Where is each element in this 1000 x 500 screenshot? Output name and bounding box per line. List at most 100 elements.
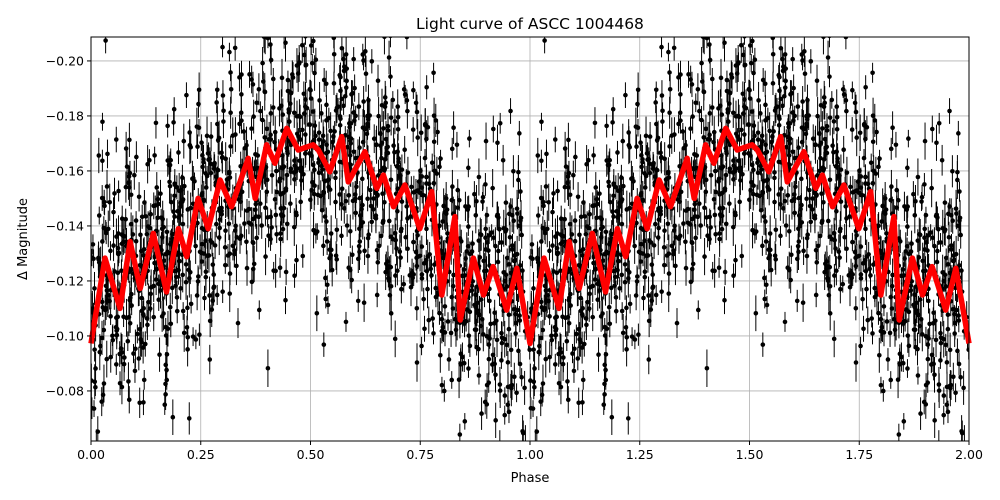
data-point: [613, 295, 619, 300]
data-point: [703, 189, 709, 195]
data-point: [644, 151, 650, 156]
data-point: [792, 210, 798, 216]
data-point: [497, 121, 503, 126]
data-point: [733, 131, 739, 137]
data-point: [121, 314, 126, 320]
data-point: [572, 346, 577, 352]
data-point: [143, 341, 148, 347]
data-point: [717, 231, 722, 236]
data-point: [484, 402, 490, 407]
data-point: [653, 100, 658, 105]
data-point: [224, 177, 230, 182]
data-point: [782, 52, 788, 57]
data-point: [635, 274, 640, 279]
data-point: [475, 310, 481, 316]
data-point: [568, 303, 573, 308]
data-point: [220, 289, 225, 294]
data-point: [724, 151, 729, 156]
data-point: [626, 276, 631, 281]
data-point: [280, 112, 286, 117]
data-point: [788, 92, 793, 97]
data-point: [100, 239, 105, 244]
data-point: [556, 351, 561, 357]
data-point: [818, 155, 823, 161]
data-point: [649, 262, 655, 267]
data-point: [314, 310, 320, 316]
data-point: [612, 283, 617, 288]
data-point: [776, 192, 781, 197]
data-point: [592, 120, 598, 126]
data-point: [322, 214, 328, 219]
data-point: [573, 154, 578, 160]
data-point: [761, 214, 767, 219]
data-point: [274, 231, 279, 237]
data-point: [703, 126, 709, 132]
data-point: [863, 84, 868, 90]
data-point: [300, 253, 306, 259]
data-point: [956, 131, 961, 136]
data-point: [239, 92, 244, 97]
data-point: [285, 151, 290, 156]
data-point: [442, 330, 448, 335]
data-point: [843, 204, 849, 209]
data-point: [424, 84, 429, 90]
data-point: [344, 223, 350, 228]
data-point: [672, 223, 677, 229]
data-point: [750, 38, 755, 44]
data-point: [92, 286, 97, 291]
data-point: [419, 185, 425, 190]
data-point: [244, 265, 250, 271]
data-point: [119, 268, 124, 274]
data-point: [915, 346, 920, 352]
data-point: [196, 274, 201, 279]
data-point: [480, 194, 486, 200]
data-point: [316, 170, 322, 176]
data-point: [190, 334, 196, 339]
data-point: [577, 337, 582, 342]
data-point: [197, 332, 202, 337]
data-point: [162, 402, 168, 408]
data-point: [171, 120, 176, 125]
data-point: [187, 269, 193, 275]
data-point: [762, 275, 767, 281]
data-point: [222, 262, 228, 268]
data-point: [876, 310, 881, 316]
data-point: [723, 221, 729, 227]
data-point: [401, 87, 407, 92]
data-point: [571, 368, 577, 374]
data-point: [294, 212, 299, 218]
data-point: [866, 252, 871, 257]
data-point: [467, 136, 472, 141]
data-point: [827, 115, 833, 120]
data-point: [847, 214, 852, 219]
data-point: [501, 270, 506, 275]
data-point: [278, 231, 283, 236]
data-point: [517, 131, 522, 136]
data-point: [249, 126, 254, 131]
data-point: [479, 411, 484, 416]
data-point: [117, 351, 122, 357]
data-point: [889, 306, 895, 311]
data-point: [693, 100, 699, 106]
data-point: [262, 135, 268, 140]
data-point: [278, 192, 283, 197]
data-point: [154, 185, 160, 190]
data-point: [742, 132, 747, 137]
data-point: [946, 234, 952, 240]
data-point: [506, 409, 512, 415]
data-point: [333, 175, 338, 181]
data-point: [794, 298, 800, 304]
data-point: [879, 324, 885, 330]
data-point: [300, 127, 305, 133]
data-point: [708, 172, 714, 178]
data-point: [288, 201, 293, 206]
data-point: [554, 245, 560, 251]
data-point: [398, 228, 404, 234]
data-point: [157, 352, 162, 357]
data-point: [343, 198, 349, 204]
data-point: [759, 133, 765, 139]
data-point: [241, 129, 247, 134]
data-point: [399, 286, 404, 292]
data-point: [680, 129, 686, 134]
data-point: [644, 253, 649, 259]
